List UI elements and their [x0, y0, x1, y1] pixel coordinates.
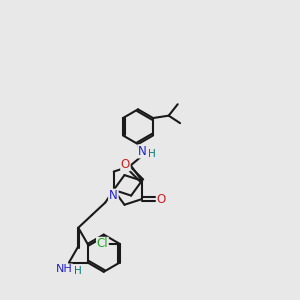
Text: H: H — [74, 266, 81, 276]
Text: O: O — [121, 158, 130, 171]
Text: O: O — [157, 193, 166, 206]
Text: N: N — [109, 189, 118, 203]
Text: H: H — [148, 149, 155, 159]
Text: N: N — [109, 189, 118, 203]
Text: Cl: Cl — [97, 237, 108, 250]
Text: N: N — [138, 145, 147, 158]
Text: NH: NH — [56, 264, 72, 274]
